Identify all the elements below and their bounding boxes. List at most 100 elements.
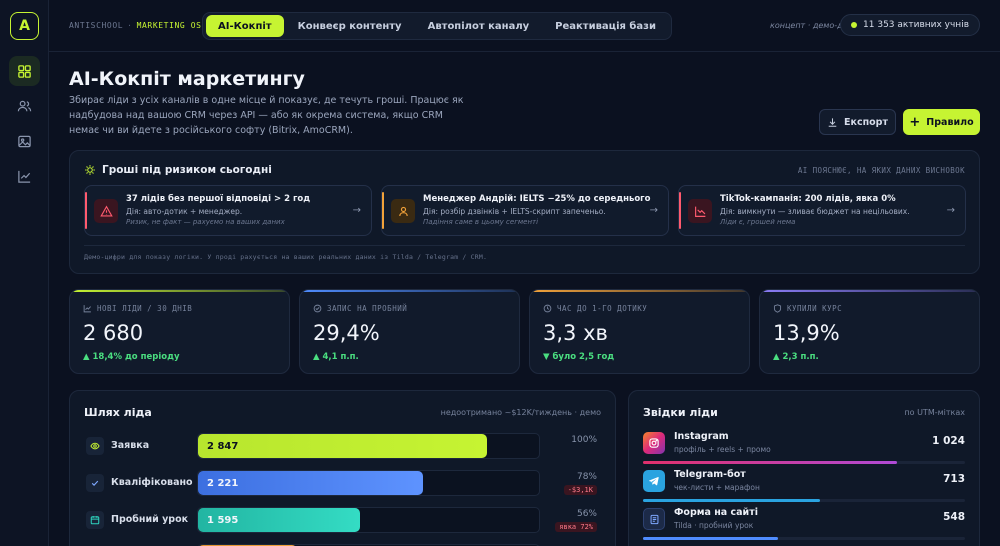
active-students-text: 11 353 активних учнів: [863, 20, 969, 30]
source-row[interactable]: Instagram профіль + reels + промо 1 024: [643, 430, 965, 466]
risk-card-note: Ліди є, грошей нема: [720, 218, 796, 226]
kpi-delta: ▼ було 2,5 год: [543, 352, 615, 362]
funnel-value: 1 595: [207, 514, 239, 526]
kpi-label: ЧАС ДО 1-ГО ДОТИКУ: [557, 304, 648, 313]
funnel-bar: 2 847: [198, 434, 487, 458]
funnel-panel: Шлях ліда недоотримано ~$12K/тиждень · д…: [69, 390, 616, 546]
add-rule-button[interactable]: + Правило: [903, 109, 980, 135]
divider: [84, 245, 965, 246]
source-row[interactable]: Telegram-бот чек-листи + марафон 713: [643, 468, 965, 504]
risk-ai-note: AI ПОЯСНЮЄ, НА ЯКИХ ДАНИХ ВИСНОВОК: [797, 166, 965, 175]
risk-card[interactable]: 37 лідів без першої відповіді > 2 год Ді…: [84, 185, 372, 236]
clock-icon: [543, 304, 552, 313]
source-bar: [643, 499, 821, 502]
source-desc: Tilda · пробний урок: [674, 521, 754, 530]
source-bar: [643, 537, 779, 540]
risk-title: Гроші під ризиком сьогодні: [102, 164, 272, 176]
source-bar: [643, 461, 898, 464]
source-count: 1 024: [932, 435, 965, 447]
kpi-delta: ▲ 4,1 п.п.: [313, 352, 359, 362]
brand-suffix: MARKETING OS: [136, 21, 202, 30]
risk-card-action: Дія: авто-дотик + менеджер.: [126, 207, 243, 216]
sidebar-item-analytics[interactable]: [9, 161, 40, 191]
funnel-stage-name: Заявка: [111, 440, 150, 451]
concept-note: концепт · демо-дані: [770, 21, 855, 30]
funnel-bar: 1 595: [198, 508, 360, 532]
kpi-first-touch-time: ЧАС ДО 1-ГО ДОТИКУ 3,3 хв ▼ було 2,5 год: [529, 289, 750, 374]
sidebar-item-dashboard[interactable]: [9, 56, 40, 86]
kpi-value: 2 680: [83, 321, 144, 345]
sources-panel: Звідки ліди по UTM-мітках Instagram проф…: [628, 390, 980, 546]
source-name: Instagram: [674, 431, 729, 442]
source-name: Telegram-бот: [674, 469, 746, 480]
funnel-pct: 78%: [576, 472, 597, 482]
kpi-value: 29,4%: [313, 321, 380, 345]
kpi-trial-signup: ЗАПИС НА ПРОБНИЙ 29,4% ▲ 4,1 п.п.: [299, 289, 520, 374]
check-icon: [86, 474, 104, 492]
shield-icon: [773, 304, 782, 313]
topbar: ANTISCHOOL · MARKETING OS AI-Кокпіт Конвеє…: [49, 0, 1000, 52]
funnel-note: недоотримано ~$12K/тиждень · демо: [440, 408, 601, 417]
dashboard-icon: [18, 64, 31, 78]
instagram-icon: [643, 432, 665, 454]
kpi-bought-course: КУПИЛИ КУРС 13,9% ▲ 2,3 п.п.: [759, 289, 980, 374]
telegram-icon: [643, 470, 665, 492]
funnel-value: 2 847: [207, 440, 239, 452]
chart-icon: [18, 170, 31, 183]
kpi-new-leads: НОВІ ЛІДИ / 30 ДНІВ 2 680 ▲ 18,4% до пер…: [69, 289, 290, 374]
tab-base-reactivation[interactable]: Реактивація бази: [555, 20, 656, 32]
funnel-value: 2 221: [207, 477, 239, 489]
funnel-row[interactable]: Пробний урок 1 595 56% явка 72%: [70, 507, 615, 533]
risk-card-action: Дія: вимкнути — зливає бюджет на нецільо…: [720, 207, 910, 216]
funnel-stage-name: Пробний урок: [111, 514, 189, 525]
risk-card-note: Падіння саме в цьому сегменті: [423, 218, 539, 226]
tab-ai-cockpit[interactable]: AI-Кокпіт: [206, 15, 284, 37]
page-title: AI-Кокпіт маркетингу: [69, 68, 305, 90]
source-name: Форма на сайті: [674, 507, 758, 518]
arrow-right-icon: →: [649, 205, 658, 216]
bulb-icon: [85, 165, 95, 175]
funnel-title: Шлях ліда: [84, 406, 152, 419]
brand-name: ANTISCHOOL: [69, 21, 124, 30]
form-icon: [643, 508, 665, 530]
export-button[interactable]: Експорт: [819, 109, 896, 135]
funnel-row[interactable]: Заявка 2 847 100%: [70, 433, 615, 459]
funnel-bar: 2 221: [198, 471, 424, 495]
demo-footnote: Демо-цифри для показу логіки. У проді ра…: [84, 253, 488, 261]
tab-content-pipeline[interactable]: Конвеєр контенту: [297, 20, 402, 32]
logo-letter: A: [19, 18, 30, 34]
sidebar-item-users[interactable]: [9, 91, 40, 121]
kpi-delta: ▲ 2,3 п.п.: [773, 352, 819, 362]
source-count: 548: [943, 511, 965, 523]
kpi-value: 13,9%: [773, 321, 840, 345]
funnel-pct: 56%: [576, 509, 597, 519]
kpi-label: ЗАПИС НА ПРОБНИЙ: [327, 304, 408, 313]
funnel-track: 2 847: [197, 433, 540, 459]
sources-title: Звідки ліди: [643, 406, 718, 419]
sources-note: по UTM-мітках: [904, 408, 965, 417]
warning-icon: [94, 199, 118, 223]
status-dot: [851, 22, 858, 28]
sidebar-item-media[interactable]: [9, 126, 40, 156]
arrow-right-icon: →: [946, 205, 955, 216]
source-track: [643, 499, 965, 502]
app-logo[interactable]: A: [10, 12, 39, 40]
export-label: Експорт: [844, 116, 888, 128]
source-desc: чек-листи + марафон: [674, 483, 760, 492]
risk-card-action: Дія: розбір дзвінків + IELTS-скрипт запе…: [423, 207, 606, 216]
funnel-row[interactable]: Кваліфіковано 2 221 78% -$3,1K: [70, 470, 615, 496]
funnel-track: 1 595: [197, 507, 540, 533]
funnel-track: 2 221: [197, 470, 540, 496]
risk-card-title: 37 лідів без першої відповіді > 2 год: [126, 194, 311, 204]
arrow-right-icon: →: [352, 205, 361, 216]
risk-card[interactable]: TikTok-кампанія: 200 лідів, явка 0% Дія:…: [678, 185, 966, 236]
nav-tabs: AI-Кокпіт Конвеєр контенту Автопілот кан…: [202, 12, 672, 40]
kpi-label: КУПИЛИ КУРС: [787, 304, 843, 313]
brand: ANTISCHOOL · MARKETING OS: [69, 21, 202, 30]
download-icon: [828, 117, 837, 127]
source-row[interactable]: Форма на сайті Tilda · пробний урок 548: [643, 506, 965, 542]
chart-icon: [83, 305, 91, 313]
tab-channel-autopilot[interactable]: Автопілот каналу: [427, 20, 530, 32]
kpi-delta: ▲ 18,4% до періоду: [83, 352, 180, 362]
risk-card[interactable]: Менеджер Андрій: IELTS −25% до середньог…: [381, 185, 669, 236]
